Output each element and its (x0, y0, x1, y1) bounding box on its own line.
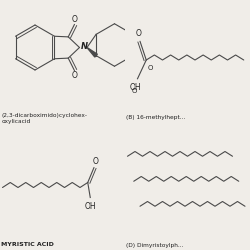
Text: O: O (92, 157, 98, 166)
Text: N: N (81, 42, 88, 51)
Text: OH: OH (84, 202, 96, 211)
Polygon shape (87, 48, 97, 57)
Text: O: O (136, 29, 142, 38)
Text: O: O (72, 71, 78, 80)
Text: (D) Dimyristoylph...: (D) Dimyristoylph... (126, 242, 184, 248)
Text: O: O (132, 88, 137, 94)
Text: MYRISTIC ACID: MYRISTIC ACID (1, 242, 54, 248)
Text: (B) 16-methylhept...: (B) 16-methylhept... (126, 115, 186, 120)
Text: OH: OH (129, 83, 141, 92)
Text: O: O (72, 15, 78, 24)
Text: O: O (148, 65, 153, 71)
Text: (2,3-dicarboximido)cyclohex-
oxylicacid: (2,3-dicarboximido)cyclohex- oxylicacid (1, 113, 87, 124)
